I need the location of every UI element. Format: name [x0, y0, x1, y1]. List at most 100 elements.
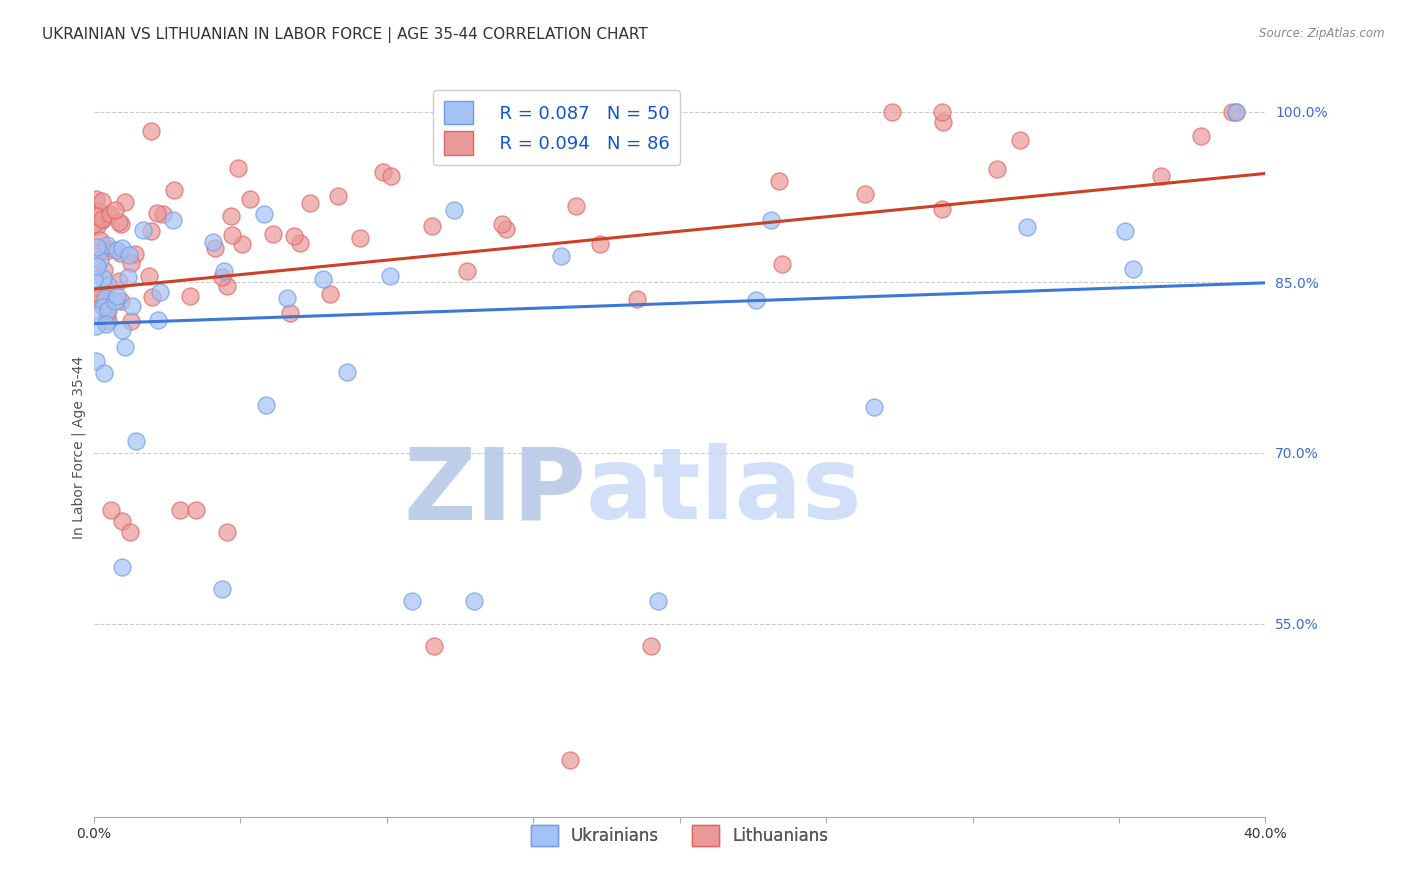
Point — [139, 123, 162, 137]
Point — [986, 162, 1008, 177]
Point — [253, 207, 276, 221]
Point — [86, 319, 108, 334]
Point — [932, 115, 955, 129]
Point — [110, 294, 132, 309]
Point — [1225, 104, 1247, 119]
Point — [456, 264, 478, 278]
Point — [86, 210, 108, 224]
Point — [98, 207, 121, 221]
Point — [1008, 133, 1031, 147]
Point — [169, 502, 191, 516]
Point — [89, 295, 111, 310]
Point — [290, 236, 312, 251]
Point — [768, 174, 790, 188]
Point — [744, 293, 766, 307]
Point — [120, 256, 142, 270]
Point — [420, 219, 443, 233]
Legend: Ukrainians, Lithuanians: Ukrainians, Lithuanians — [524, 818, 835, 853]
Point — [94, 291, 117, 305]
Point — [84, 292, 107, 306]
Point — [100, 502, 122, 516]
Point — [152, 207, 174, 221]
Point — [107, 289, 129, 303]
Point — [117, 269, 139, 284]
Point — [931, 104, 953, 119]
Point — [83, 218, 105, 232]
Point — [759, 213, 782, 227]
Point — [443, 202, 465, 217]
Point — [211, 270, 233, 285]
Point — [87, 204, 110, 219]
Point — [96, 307, 118, 321]
Point — [114, 195, 136, 210]
Point — [201, 235, 224, 250]
Point — [132, 222, 155, 236]
Point — [91, 270, 114, 285]
Point — [120, 525, 142, 540]
Point — [564, 199, 586, 213]
Point — [211, 582, 233, 597]
Point — [108, 274, 131, 288]
Point — [283, 228, 305, 243]
Point — [312, 272, 335, 286]
Point — [162, 213, 184, 227]
Point — [124, 434, 146, 449]
Point — [254, 398, 277, 412]
Point — [97, 303, 120, 318]
Point — [380, 169, 402, 183]
Point — [96, 302, 118, 317]
Point — [276, 291, 298, 305]
Point — [105, 243, 128, 257]
Point — [146, 313, 169, 327]
Point — [179, 288, 201, 302]
Point — [550, 248, 572, 262]
Point — [558, 753, 581, 767]
Point — [114, 340, 136, 354]
Point — [1149, 169, 1171, 183]
Point — [463, 593, 485, 607]
Text: atlas: atlas — [586, 443, 863, 540]
Point — [94, 285, 117, 300]
Point — [1015, 219, 1038, 234]
Point — [589, 237, 612, 252]
Point — [97, 278, 120, 293]
Y-axis label: In Labor Force | Age 35-44: In Labor Force | Age 35-44 — [72, 356, 86, 539]
Point — [163, 183, 186, 197]
Point — [1189, 128, 1212, 143]
Point — [84, 308, 107, 322]
Point — [882, 104, 904, 119]
Point — [378, 268, 401, 283]
Point — [124, 247, 146, 261]
Point — [640, 640, 662, 654]
Point — [86, 219, 108, 233]
Point — [111, 514, 134, 528]
Point — [120, 313, 142, 327]
Point — [862, 401, 884, 415]
Point — [853, 186, 876, 201]
Point — [89, 252, 111, 267]
Point — [226, 161, 249, 175]
Point — [110, 241, 132, 255]
Point — [91, 213, 114, 227]
Point — [141, 290, 163, 304]
Point — [104, 203, 127, 218]
Point — [262, 227, 284, 241]
Point — [336, 365, 359, 379]
Point — [298, 196, 321, 211]
Point — [204, 241, 226, 255]
Text: ZIP: ZIP — [404, 443, 586, 540]
Point — [89, 233, 111, 247]
Text: UKRAINIAN VS LITHUANIAN IN LABOR FORCE | AGE 35-44 CORRELATION CHART: UKRAINIAN VS LITHUANIAN IN LABOR FORCE |… — [42, 27, 648, 43]
Point — [87, 287, 110, 301]
Point — [215, 525, 238, 540]
Point — [110, 559, 132, 574]
Point — [146, 206, 169, 220]
Point — [278, 305, 301, 319]
Point — [86, 239, 108, 253]
Point — [96, 317, 118, 331]
Point — [110, 217, 132, 231]
Point — [239, 192, 262, 206]
Point — [221, 210, 243, 224]
Point — [87, 245, 110, 260]
Point — [138, 268, 160, 283]
